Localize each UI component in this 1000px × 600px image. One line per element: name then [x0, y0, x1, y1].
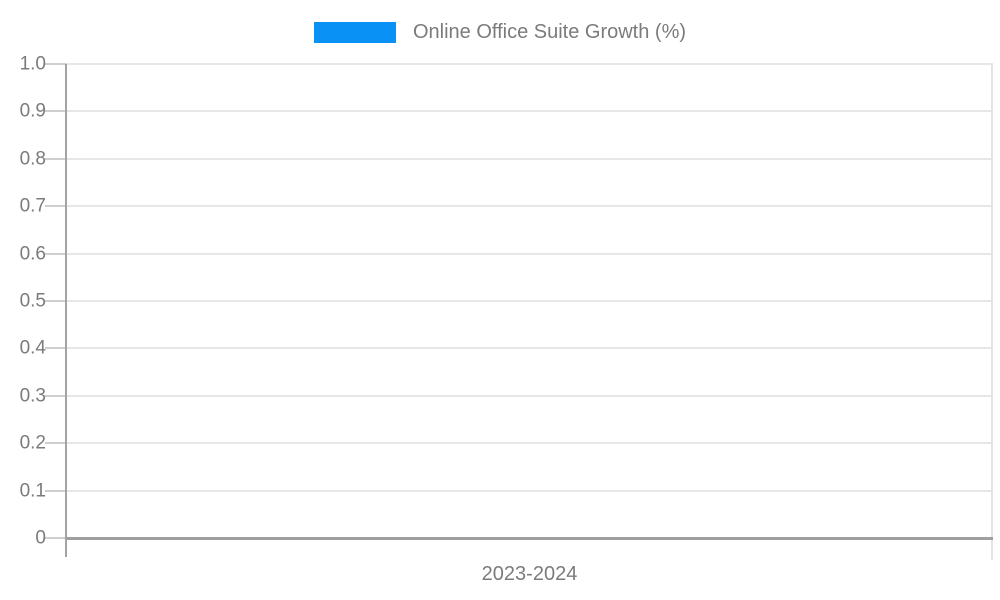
- y-tick-label: 0.6: [19, 243, 46, 265]
- legend: Online Office Suite Growth (%): [0, 21, 1000, 44]
- gridline: [66, 110, 993, 113]
- y-tick: [45, 442, 66, 445]
- y-tick-label: 0.2: [19, 432, 46, 454]
- gridline: [66, 205, 993, 208]
- legend-swatch: [313, 22, 396, 43]
- y-tick: [45, 489, 66, 492]
- gridline: [66, 489, 993, 492]
- gridline: [66, 394, 993, 397]
- y-tick-label: 0: [35, 527, 46, 549]
- y-tick-label: 0.7: [19, 195, 46, 217]
- x-axis-baseline: [66, 537, 993, 540]
- y-tick: [45, 63, 66, 65]
- gridline: [66, 157, 993, 160]
- y-tick: [45, 537, 66, 539]
- y-tick-label: 0.5: [19, 290, 46, 312]
- y-tick: [45, 205, 66, 208]
- y-tick-label: 0.3: [19, 385, 46, 407]
- y-tick: [45, 252, 66, 255]
- y-tick: [45, 157, 66, 160]
- gridline: [66, 63, 993, 65]
- y-axis-line: [65, 64, 67, 557]
- y-tick-label: 0.4: [19, 337, 46, 359]
- gridline: [66, 300, 993, 302]
- x-axis-label: 2023-2024: [481, 563, 578, 585]
- y-tick-label: 0.9: [19, 100, 46, 122]
- y-tick-label: 1.0: [19, 53, 46, 75]
- y-tick-label: 0.1: [19, 480, 46, 502]
- gridline: [66, 442, 993, 445]
- right-border-line: [991, 64, 993, 560]
- gridline: [66, 347, 993, 350]
- gridline: [66, 252, 993, 255]
- y-tick: [45, 347, 66, 350]
- y-tick: [45, 300, 66, 302]
- y-tick: [45, 110, 66, 113]
- legend-label: Online Office Suite Growth (%): [412, 21, 687, 43]
- y-tick: [45, 394, 66, 397]
- y-tick-label: 0.8: [19, 148, 46, 170]
